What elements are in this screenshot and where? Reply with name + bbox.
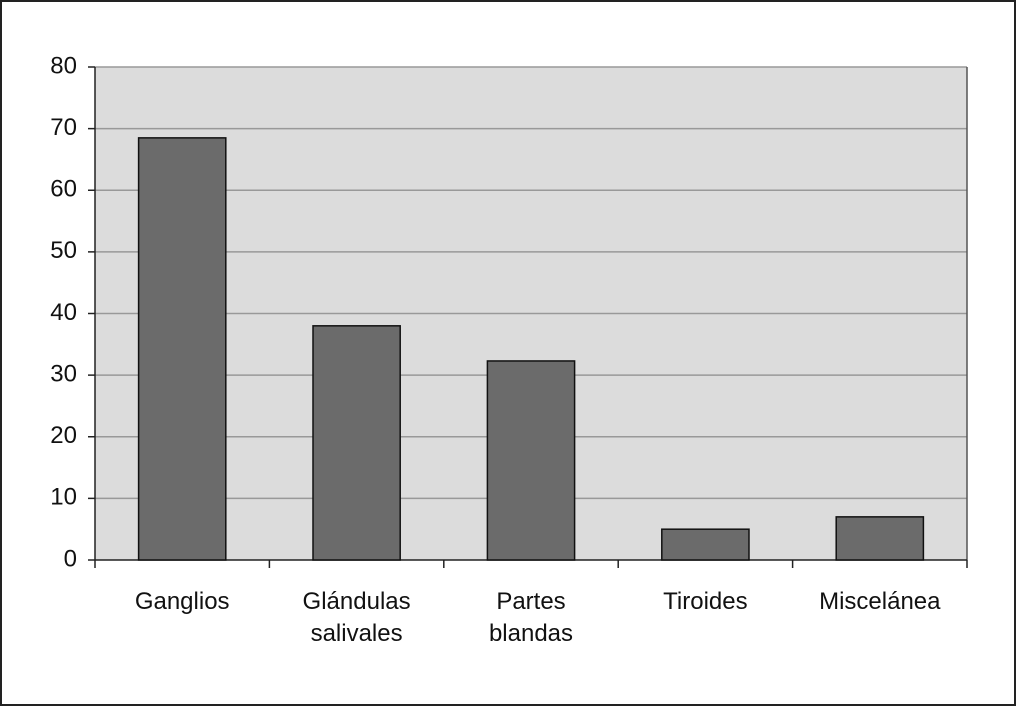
y-tick-label: 30 <box>50 360 77 387</box>
x-tick-label: Tiroides <box>663 588 748 615</box>
bar <box>486 360 576 561</box>
y-tick-label: 0 <box>64 545 77 572</box>
bar <box>312 325 401 561</box>
y-tick-label: 10 <box>50 484 77 511</box>
bar <box>835 516 925 561</box>
bar <box>661 528 750 561</box>
x-tick-label: Partes blandas <box>488 588 574 647</box>
y-tick-label: 60 <box>50 176 77 203</box>
y-tick-label: 20 <box>50 422 77 449</box>
y-tick-label: 50 <box>50 237 77 264</box>
y-tick-label: 40 <box>50 299 77 326</box>
bar <box>137 137 227 561</box>
x-tick-label: Miscelánea <box>819 588 941 615</box>
x-tick-label: Ganglios <box>134 588 230 615</box>
y-tick-label: 70 <box>50 114 77 141</box>
x-tick-label: Glándulas salivales <box>302 588 411 647</box>
y-tick-label: 80 <box>50 52 77 79</box>
